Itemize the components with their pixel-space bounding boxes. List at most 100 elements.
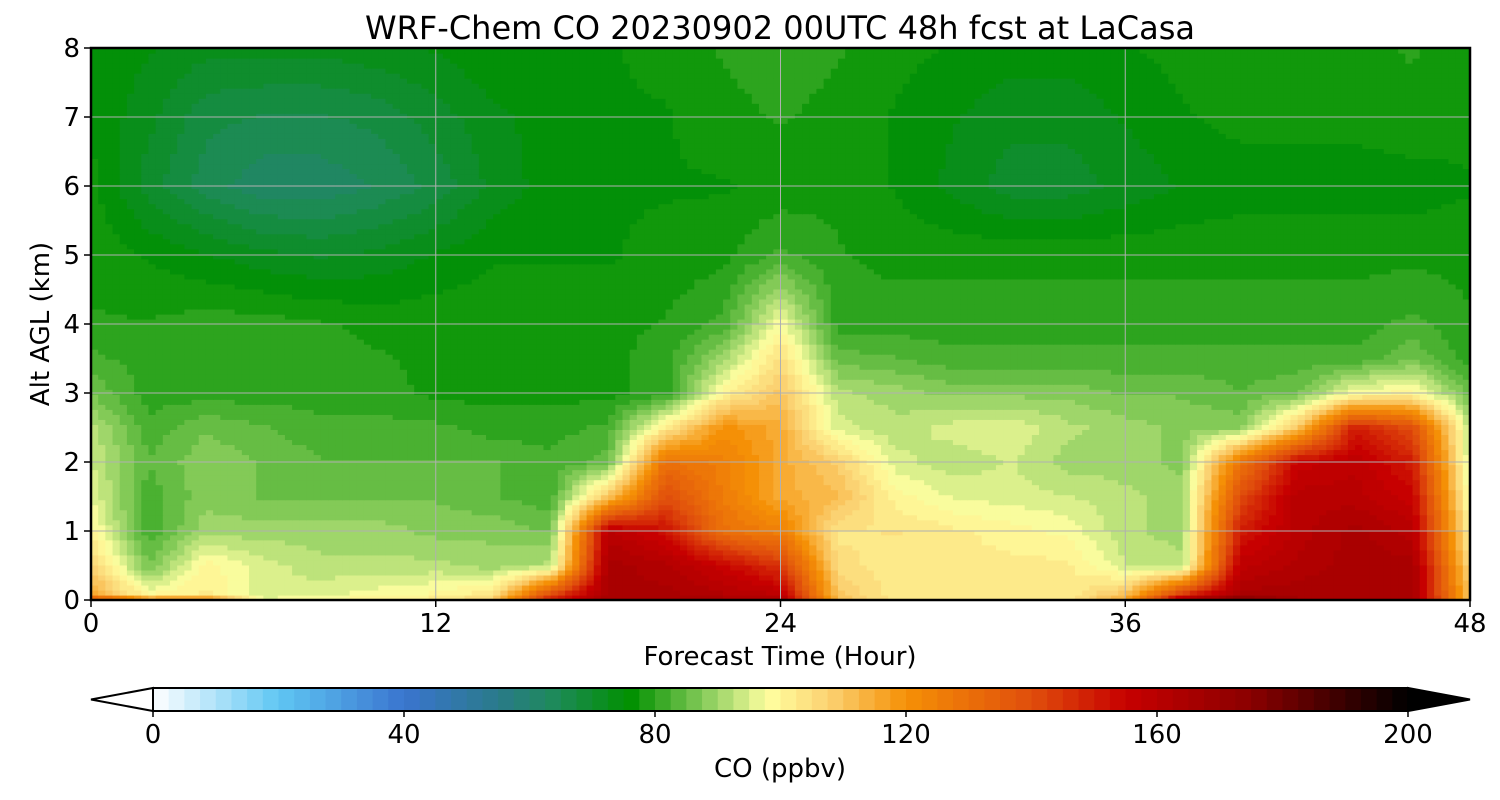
- heatmap-cell: [551, 575, 559, 581]
- heatmap-cell: [852, 575, 860, 581]
- heatmap-cell: [1255, 545, 1263, 551]
- heatmap-cell: [1082, 555, 1090, 561]
- heatmap-cell: [342, 560, 350, 566]
- heatmap-cell: [1089, 590, 1097, 596]
- heatmap-cell: [1305, 570, 1313, 576]
- heatmap-cell: [759, 550, 767, 556]
- heatmap-cell: [429, 565, 437, 571]
- heatmap-cell: [852, 555, 860, 561]
- heatmap-cell: [1290, 575, 1298, 581]
- heatmap-cell: [673, 545, 681, 551]
- heatmap-cell: [235, 540, 243, 546]
- heatmap-cell: [350, 550, 358, 556]
- heatmap-cell: [1298, 550, 1306, 556]
- heatmap-cell: [831, 585, 839, 591]
- heatmap-cell: [1255, 555, 1263, 561]
- heatmap-cell: [213, 580, 221, 586]
- heatmap-cell: [120, 550, 128, 556]
- heatmap-cell: [299, 565, 307, 571]
- heatmap-cell: [1132, 590, 1140, 596]
- heatmap-cell: [220, 570, 228, 576]
- heatmap-cell: [1262, 580, 1270, 586]
- heatmap-cell: [752, 565, 760, 571]
- heatmap-cell: [407, 550, 415, 556]
- heatmap-cell: [1176, 580, 1184, 586]
- heatmap-cell: [192, 570, 200, 576]
- heatmap-cell: [220, 560, 228, 566]
- heatmap-cell: [1326, 575, 1334, 581]
- heatmap-cell: [1097, 570, 1105, 576]
- heatmap-cell: [1269, 590, 1277, 596]
- heatmap-cell: [472, 570, 480, 576]
- heatmap-cell: [321, 590, 329, 596]
- heatmap-cell: [141, 580, 149, 586]
- heatmap-cell: [1255, 550, 1263, 556]
- heatmap-cell: [1147, 590, 1155, 596]
- heatmap-cell: [400, 550, 408, 556]
- heatmap-cell: [939, 590, 947, 596]
- heatmap-cell: [98, 565, 106, 571]
- heatmap-cell: [924, 580, 932, 586]
- heatmap-cell: [1276, 555, 1284, 561]
- heatmap-cell: [630, 580, 638, 586]
- heatmap-cell: [98, 545, 106, 551]
- heatmap-cell: [227, 585, 235, 591]
- heatmap-cell: [364, 560, 372, 566]
- heatmap-cell: [766, 570, 774, 576]
- heatmap-cell: [1413, 550, 1421, 556]
- heatmap-cell: [1276, 575, 1284, 581]
- heatmap-cell: [1168, 560, 1176, 566]
- heatmap-cell: [271, 555, 279, 561]
- heatmap-cell: [306, 565, 314, 571]
- heatmap-cell: [939, 585, 947, 591]
- heatmap-cell: [321, 540, 329, 546]
- heatmap-cell: [436, 575, 444, 581]
- heatmap-cell: [809, 575, 817, 581]
- heatmap-cell: [1269, 560, 1277, 566]
- heatmap-cell: [1183, 570, 1191, 576]
- heatmap-cell: [630, 550, 638, 556]
- heatmap-cell: [1176, 585, 1184, 591]
- heatmap-cell: [1290, 570, 1298, 576]
- heatmap-cell: [1305, 575, 1313, 581]
- heatmap-cell: [1025, 550, 1033, 556]
- heatmap-cell: [773, 570, 781, 576]
- heatmap-cell: [242, 550, 250, 556]
- heatmap-cell: [752, 550, 760, 556]
- heatmap-cell: [1204, 585, 1212, 591]
- heatmap-cell: [1413, 560, 1421, 566]
- heatmap-cell: [1097, 560, 1105, 566]
- heatmap-cell: [1089, 575, 1097, 581]
- heatmap-cell: [1147, 565, 1155, 571]
- heatmap-cell: [1448, 585, 1456, 591]
- heatmap-cell: [687, 575, 695, 581]
- heatmap-cell: [543, 550, 551, 556]
- heatmap-cell: [1391, 570, 1399, 576]
- heatmap-cell: [1441, 555, 1449, 561]
- heatmap-cell: [98, 560, 106, 566]
- heatmap-cell: [292, 540, 300, 546]
- heatmap-cell: [443, 550, 451, 556]
- heatmap-cell: [1456, 570, 1464, 576]
- heatmap-cell: [1190, 555, 1198, 561]
- heatmap-cell: [206, 555, 214, 561]
- heatmap-cell: [414, 575, 422, 581]
- heatmap-cell: [292, 590, 300, 596]
- heatmap-cell: [278, 570, 286, 576]
- heatmap-cell: [622, 580, 630, 586]
- heatmap-cell: [1161, 575, 1169, 581]
- heatmap-cell: [508, 590, 516, 596]
- heatmap-cell: [1125, 580, 1133, 586]
- heatmap-cell: [637, 565, 645, 571]
- heatmap-cell: [522, 570, 530, 576]
- heatmap-cell: [637, 555, 645, 561]
- heatmap-cell: [615, 570, 623, 576]
- heatmap-cell: [572, 575, 580, 581]
- heatmap-cell: [867, 575, 875, 581]
- heatmap-cell: [601, 550, 609, 556]
- heatmap-cell: [1456, 590, 1464, 596]
- heatmap-cell: [235, 590, 243, 596]
- heatmap-cell: [1262, 575, 1270, 581]
- heatmap-cell: [371, 580, 379, 586]
- heatmap-cell: [795, 560, 803, 566]
